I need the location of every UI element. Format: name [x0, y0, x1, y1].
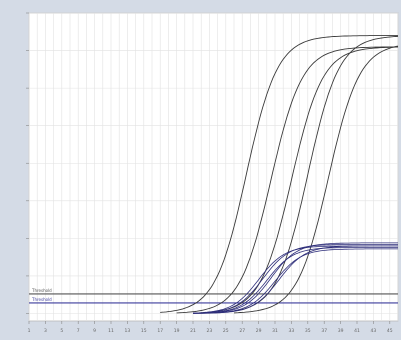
x-tick-label: 27 [239, 328, 245, 334]
x-tick-label: 11 [108, 328, 114, 334]
x-tick-label: 15 [141, 328, 147, 334]
threshold-label: Threshold [31, 288, 52, 293]
amplification-curve-2 [176, 46, 398, 314]
x-tick-label: 17 [157, 328, 163, 334]
x-tick-label: 3 [44, 328, 47, 334]
y-axis-ticks [26, 12, 29, 314]
x-tick-label: 35 [305, 328, 311, 334]
amplification-curve-3 [201, 46, 398, 314]
x-tick-label: 1 [28, 328, 31, 334]
x-tick-label: 29 [256, 328, 262, 334]
x-tick-label: 13 [125, 328, 131, 334]
amplification-curve-9 [193, 242, 398, 314]
x-tick-label: 23 [207, 328, 213, 334]
x-tick-label: 25 [223, 328, 229, 334]
x-tick-label: 31 [272, 328, 278, 334]
x-tick-label: 7 [77, 328, 80, 334]
grid [28, 12, 399, 321]
threshold-label: Threshold [31, 297, 52, 302]
x-tick-label: 45 [387, 328, 393, 334]
amplification-curve-5 [233, 45, 399, 314]
x-tick-label: 43 [371, 328, 377, 334]
amplification-curve-11 [193, 245, 398, 314]
threshold-lines: Threshold Threshold [29, 288, 398, 304]
amplification-curve-8 [192, 247, 398, 314]
amplification-curve-1 [160, 35, 398, 313]
x-tick-label: 41 [354, 328, 360, 334]
plot-area [28, 12, 399, 322]
x-tick-label: 5 [60, 328, 63, 334]
amplification-curve-7 [193, 244, 398, 314]
amplification-curves [160, 35, 399, 314]
x-tick-label: 19 [174, 328, 180, 334]
x-tick-label: 9 [93, 328, 96, 334]
x-tick-label: 37 [321, 328, 327, 334]
x-axis-ticks: 1 3 5 7 9 11 13 15 17 19 21 23 25 27 29 31 33 35 37 39 41 43 4… [28, 321, 393, 334]
x-tick-label: 33 [289, 328, 295, 334]
x-tick-label: 21 [190, 328, 196, 334]
x-tick-label: 39 [338, 328, 344, 334]
